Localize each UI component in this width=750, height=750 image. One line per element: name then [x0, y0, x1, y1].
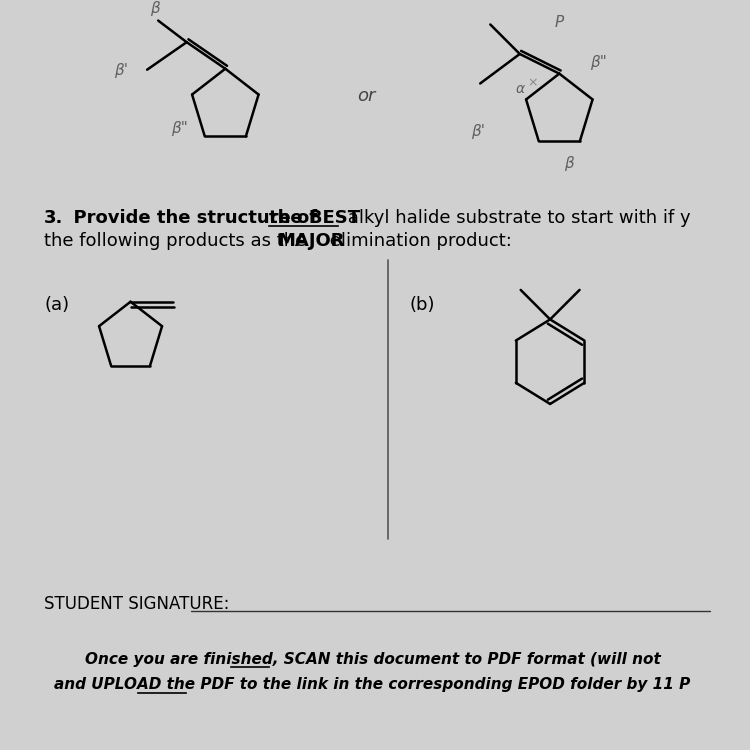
Text: β": β" — [171, 121, 188, 136]
Text: α: α — [515, 82, 524, 96]
Text: Provide the structure of: Provide the structure of — [61, 209, 323, 227]
Text: STUDENT SIGNATURE:: STUDENT SIGNATURE: — [44, 595, 235, 613]
Text: β: β — [564, 156, 574, 171]
Text: β': β' — [471, 124, 485, 139]
Text: β': β' — [114, 62, 128, 77]
Text: (b): (b) — [410, 296, 435, 314]
Text: and UPLOAD the PDF to the link in the corresponding EPOD folder by 11 P: and UPLOAD the PDF to the link in the co… — [55, 677, 691, 692]
Text: elimination product:: elimination product: — [324, 232, 512, 250]
Text: (a): (a) — [44, 296, 69, 314]
Text: MAJOR: MAJOR — [278, 232, 345, 250]
Text: 3.: 3. — [44, 209, 64, 227]
Text: Once you are finished, SCAN this document to PDF format (will not: Once you are finished, SCAN this documen… — [85, 652, 661, 667]
Text: the BEST: the BEST — [268, 209, 360, 227]
Text: the following products as the: the following products as the — [44, 232, 312, 250]
Text: alkyl halide substrate to start with if y: alkyl halide substrate to start with if … — [342, 209, 691, 227]
Text: or: or — [357, 87, 375, 105]
Text: β: β — [149, 1, 159, 16]
Text: ×: × — [527, 76, 538, 89]
Text: P: P — [555, 15, 564, 30]
Text: β": β" — [590, 55, 606, 70]
